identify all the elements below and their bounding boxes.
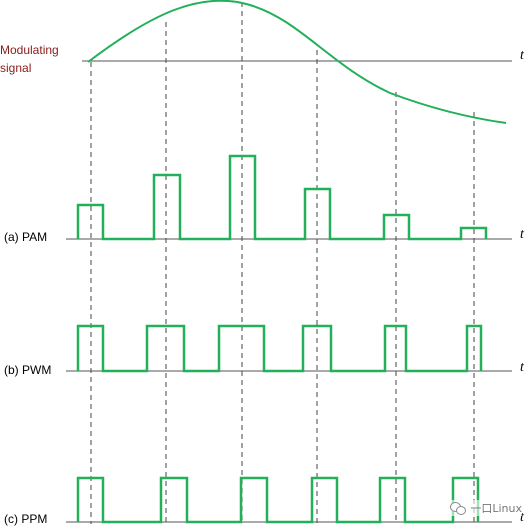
t-label-modulating: t — [520, 48, 524, 63]
modulating-signal-curve — [87, 0, 507, 124]
pam-waveform — [76, 154, 488, 241]
watermark: 一口Linux — [450, 500, 522, 516]
dashed-sample-lines — [90, 2, 475, 524]
wechat-icon — [450, 501, 467, 515]
ppm-waveform — [76, 476, 480, 524]
watermark-text: 一口Linux — [470, 502, 522, 515]
modulating-label-line2: signal — [0, 61, 32, 75]
modulating-label-line1: Modulating — [0, 43, 59, 57]
pwm-label: (b) PWM — [4, 363, 52, 377]
ppm-label: (c) PPM — [4, 512, 48, 526]
t-label-ppm: t — [520, 510, 524, 525]
pwm-waveform — [76, 324, 483, 373]
modulating-signal-label: Modulating signal — [0, 41, 59, 77]
t-label-pam: t — [520, 227, 524, 242]
pam-label: (a) PAM — [4, 230, 48, 244]
t-label-pwm: t — [520, 360, 524, 375]
